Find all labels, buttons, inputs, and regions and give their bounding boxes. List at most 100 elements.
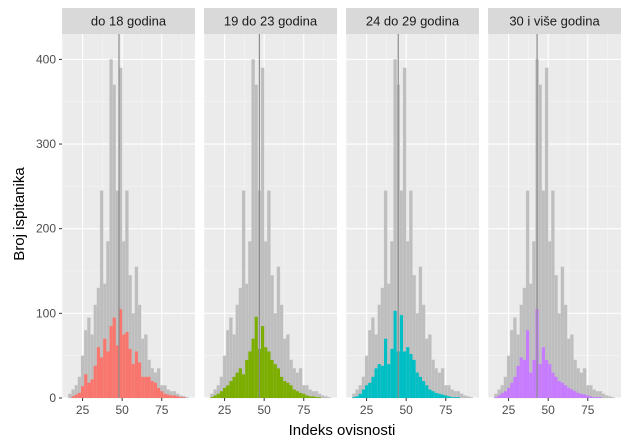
facet-histogram-bar <box>409 353 413 398</box>
total-histogram-bar <box>463 395 467 399</box>
facet-histogram-bar <box>90 379 94 398</box>
facet-histogram-bar <box>166 394 170 398</box>
x-tick-label: 50 <box>257 403 271 417</box>
facet-histogram-bar <box>77 392 81 398</box>
facet-histogram-bar <box>96 347 100 398</box>
y-tick-label: 400 <box>36 52 56 66</box>
facet-histogram-bar <box>311 396 315 398</box>
facet-strip-label: 30 i više godina <box>509 14 600 29</box>
x-tick-label: 50 <box>399 403 413 417</box>
facet-histogram-bar <box>302 393 306 398</box>
facet-histogram-bar <box>532 359 536 398</box>
total-histogram-bar <box>466 396 470 399</box>
total-histogram-bar <box>544 67 549 399</box>
facet-panel: 24 do 29 godina 25 50 75 <box>346 8 479 417</box>
facet-histogram-bar <box>179 397 183 398</box>
facet-histogram-bar <box>176 396 180 398</box>
y-tick-label: 300 <box>36 137 56 151</box>
facet-histogram-bar <box>286 382 290 398</box>
facet-histogram-bar <box>538 364 542 398</box>
x-tick-label: 75 <box>439 403 453 417</box>
total-histogram-bar <box>611 397 615 399</box>
facet-histogram-bar <box>494 397 498 398</box>
facet-histogram-bar <box>399 315 403 398</box>
facet-histogram-bar <box>147 376 151 398</box>
facet-histogram-bar <box>456 397 460 398</box>
facet-histogram-bar <box>586 395 590 398</box>
facet-histogram-bar <box>560 382 564 398</box>
facet-histogram-bar <box>557 381 561 398</box>
facet-histogram-bar <box>371 376 375 398</box>
x-tick-label: 25 <box>76 403 90 417</box>
facet-histogram-bar <box>412 359 416 398</box>
total-histogram-bar <box>314 391 319 399</box>
facet-histogram-bar <box>374 368 378 398</box>
facet-histogram-bar <box>573 391 577 398</box>
facet-histogram-bar <box>254 316 258 398</box>
facet-histogram-bar <box>112 317 116 398</box>
facet-histogram-bar <box>305 395 309 398</box>
facet-histogram-bar <box>223 387 227 398</box>
total-histogram-bar <box>447 385 451 399</box>
facet-histogram-bar <box>160 391 164 398</box>
facet-histogram-bar <box>163 393 167 398</box>
facet-histogram-bar <box>554 376 558 398</box>
total-histogram-bar <box>592 389 596 399</box>
x-tick-label: 75 <box>581 403 595 417</box>
x-tick-label: 25 <box>218 403 232 417</box>
facet-histogram-bar <box>308 396 312 398</box>
facet-histogram-bar <box>219 391 223 398</box>
facet-histogram-bar <box>361 389 365 398</box>
facet-histogram-bar <box>289 385 293 398</box>
facet-histogram-bar <box>182 397 186 398</box>
total-histogram-bar <box>428 334 432 399</box>
total-histogram-bar <box>402 67 407 399</box>
facet-histogram-bar <box>299 392 303 398</box>
facet-histogram-bar <box>169 395 173 398</box>
x-axis-title: Indeks ovisnosti <box>289 422 396 439</box>
x-tick-label: 50 <box>115 403 129 417</box>
facet-histogram-bar <box>280 376 284 398</box>
facet-histogram-bar <box>100 357 104 398</box>
total-histogram-bar <box>440 368 445 399</box>
y-axis: 0 100 200 300 400 <box>36 52 62 405</box>
facet-strip <box>62 8 195 34</box>
facet-histogram-bar <box>138 362 142 398</box>
facet-histogram-bar <box>270 359 274 398</box>
facet-histogram-bar <box>355 396 359 398</box>
facet-histogram-bar <box>276 368 280 398</box>
facet-histogram-bar <box>242 374 246 398</box>
facet-histogram-bar <box>507 387 511 398</box>
facet-histogram-bar <box>238 368 242 398</box>
facet-histogram-bar <box>453 397 457 398</box>
facet-histogram-bar <box>598 397 602 398</box>
facet-histogram-bar <box>84 374 88 398</box>
facet-histogram-bar <box>318 397 322 398</box>
total-histogram-bar <box>456 391 461 399</box>
facet-histogram-bar <box>251 338 255 398</box>
facet-histogram-bar <box>551 372 555 398</box>
facet-histogram-bar <box>128 348 132 398</box>
facet-histogram-bar <box>579 393 583 398</box>
facet-histogram-bar <box>144 376 148 398</box>
facet-histogram-bar <box>248 351 252 398</box>
total-histogram-bar <box>570 334 574 399</box>
facet-histogram-bar <box>437 393 441 398</box>
total-histogram-bar <box>560 266 565 399</box>
total-histogram-bar <box>321 395 325 399</box>
facet-histogram-bar <box>589 396 593 398</box>
facet-histogram-bar <box>384 338 388 398</box>
facet-histogram-bar <box>352 397 356 398</box>
facet-histogram-bar <box>368 382 372 398</box>
facet-histogram-bar <box>273 364 277 398</box>
x-tick-label: 50 <box>541 403 555 417</box>
total-histogram-bar <box>598 391 603 399</box>
facet-histogram-bar <box>526 330 530 398</box>
total-histogram-bar <box>324 396 328 399</box>
x-tick-label: 25 <box>360 403 374 417</box>
facet-strip-label: 19 do 23 godina <box>224 14 318 29</box>
facet-histogram-bar <box>81 386 85 398</box>
facet-histogram-bar <box>125 331 129 398</box>
facet-panel: 30 i više godina 25 50 75 <box>488 8 621 417</box>
facet-histogram-bar <box>283 381 287 398</box>
